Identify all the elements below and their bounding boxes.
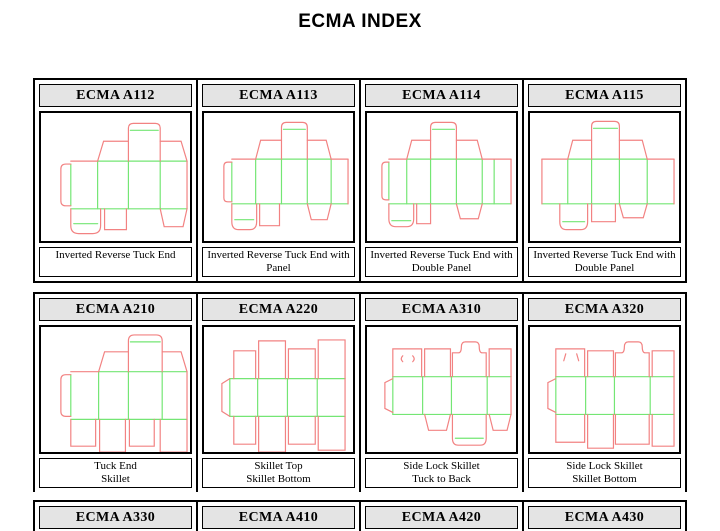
caption-ecma-a113: Inverted Reverse Tuck End with Panel [202,247,355,277]
caption-line-2: Skillet Bottom [246,473,311,486]
caption-line-2: Panel [266,262,291,274]
cell-ecma-a410: ECMA A410 [198,502,359,531]
page-title: ECMA INDEX [298,11,422,32]
code-header-ecma-a410: ECMA A410 [202,506,355,529]
section-row-2: ECMA A210 Tuck End Skillet ECMA A220 Skillet… [33,292,687,493]
code-header-ecma-a310: ECMA A310 [365,298,518,321]
caption-ecma-a310: Side Lock Skillet Tuck to Back [365,458,518,489]
dieline-drawing-ecma-a113 [202,111,355,243]
caption-line-1: Skillet Top [254,460,303,473]
dieline-drawing-ecma-a112 [39,111,192,243]
cell-ecma-a320: ECMA A320 Side Lock Skillet Skillet Bottom [524,294,685,493]
code-header-ecma-a330: ECMA A330 [39,506,192,529]
caption-line-1: Inverted Reverse Tuck End with [207,249,350,261]
caption-line-2: Skillet Bottom [572,473,637,486]
cell-ecma-a330: ECMA A330 [35,502,196,531]
caption-line-2: Double Panel [574,262,635,274]
caption-line-1: Inverted Reverse Tuck End [55,249,176,261]
code-header-ecma-a113: ECMA A113 [202,84,355,107]
code-header-ecma-a112: ECMA A112 [39,84,192,107]
code-header-ecma-a430: ECMA A430 [528,506,681,529]
code-header-ecma-a114: ECMA A114 [365,84,518,107]
caption-ecma-a115: Inverted Reverse Tuck End with Double Pan… [528,247,681,277]
caption-line-2: Double Panel [411,262,472,274]
section-row-1: ECMA A112 Inverted Reverse Tuck End ECMA A… [33,78,687,283]
cell-ecma-a210: ECMA A210 Tuck End Skillet [35,294,196,493]
cell-ecma-a115: ECMA A115 Inverted Reverse Tuck End with D… [524,80,685,281]
caption-line-1: Inverted Reverse Tuck End with [533,249,676,261]
cell-ecma-a220: ECMA A220 Skillet Top Skillet Bottom [198,294,359,493]
caption-line-1: Inverted Reverse Tuck End with [370,249,513,261]
caption-ecma-a320: Side Lock Skillet Skillet Bottom [528,458,681,489]
cell-ecma-a112: ECMA A112 Inverted Reverse Tuck End [35,80,196,281]
cell-ecma-a430: ECMA A430 [524,502,685,531]
caption-ecma-a210: Tuck End Skillet [39,458,192,489]
dieline-drawing-ecma-a310 [365,325,518,455]
code-header-ecma-a220: ECMA A220 [202,298,355,321]
code-header-ecma-a420: ECMA A420 [365,506,518,529]
caption-line-2: Skillet [101,473,130,486]
code-header-ecma-a115: ECMA A115 [528,84,681,107]
code-header-ecma-a210: ECMA A210 [39,298,192,321]
dieline-drawing-ecma-a210 [39,325,192,455]
caption-ecma-a220: Skillet Top Skillet Bottom [202,458,355,489]
section-row-3: ECMA A330 ECMA A410 ECMA A420 ECMA A430 [33,500,687,531]
dieline-drawing-ecma-a115 [528,111,681,243]
dieline-drawing-ecma-a114 [365,111,518,243]
cell-ecma-a310: ECMA A310 Side Lock Skillet Tuck to Back [361,294,522,493]
cell-ecma-a420: ECMA A420 [361,502,522,531]
caption-line-2: Tuck to Back [412,473,471,486]
dieline-drawing-ecma-a220 [202,325,355,455]
code-header-ecma-a320: ECMA A320 [528,298,681,321]
caption-ecma-a112: Inverted Reverse Tuck End [39,247,192,277]
caption-line-1: Tuck End [94,460,137,473]
dieline-drawing-ecma-a320 [528,325,681,455]
caption-ecma-a114: Inverted Reverse Tuck End with Double Pan… [365,247,518,277]
cell-ecma-a113: ECMA A113 Inverted Reverse Tuck End with P… [198,80,359,281]
caption-line-1: Side Lock Skillet [566,460,643,473]
caption-line-1: Side Lock Skillet [403,460,480,473]
cell-ecma-a114: ECMA A114 Inverted Reverse Tuck End with D… [361,80,522,281]
